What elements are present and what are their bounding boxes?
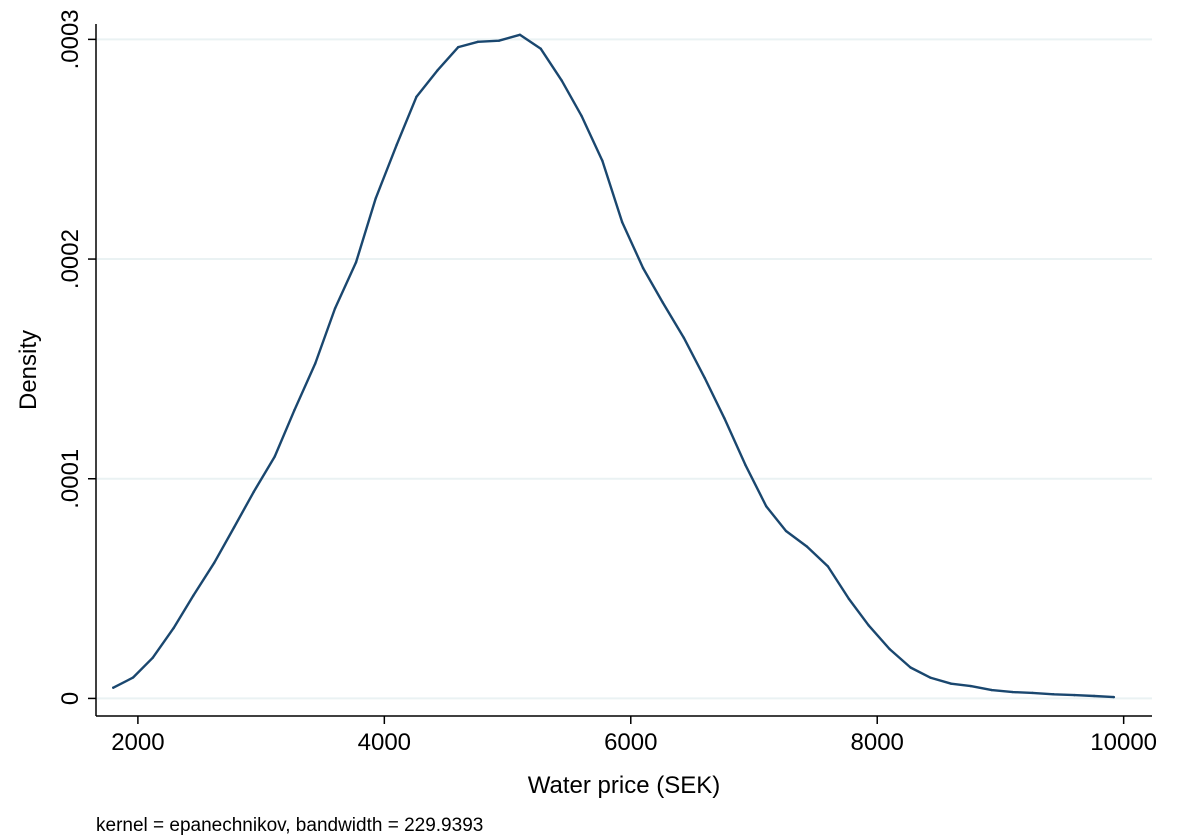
data-point: [601, 160, 603, 162]
data-point: [744, 464, 746, 466]
y-axis-title: Density: [15, 330, 42, 410]
data-point: [172, 627, 174, 629]
density-line: [113, 35, 1114, 697]
data-point: [1113, 696, 1115, 698]
data-point: [395, 144, 397, 146]
data-point: [334, 307, 336, 309]
data-point: [253, 491, 255, 493]
x-tick-label: 4000: [358, 729, 411, 756]
x-tick-label: 10000: [1090, 729, 1157, 756]
series-group: [112, 34, 1115, 699]
data-point: [827, 565, 829, 567]
data-point: [950, 683, 952, 685]
y-tick-label: .0001: [57, 449, 84, 509]
data-point: [498, 39, 500, 41]
data-point: [683, 337, 685, 339]
data-point: [929, 676, 931, 678]
data-point: [888, 648, 890, 650]
data-point: [909, 666, 911, 668]
data-point: [704, 377, 706, 379]
data-point: [1052, 693, 1054, 695]
x-tick-label: 8000: [851, 729, 904, 756]
data-point: [519, 34, 521, 36]
data-point: [765, 505, 767, 507]
data-point: [151, 657, 153, 659]
data-point: [785, 530, 787, 532]
grid-lines: [97, 39, 1152, 698]
data-point: [540, 48, 542, 50]
data-point: [806, 545, 808, 547]
x-tick-label: 2000: [111, 729, 164, 756]
data-point: [415, 96, 417, 98]
data-point: [192, 594, 194, 596]
y-tick-label: .0002: [57, 229, 84, 289]
data-point: [970, 685, 972, 687]
data-point: [1073, 694, 1075, 696]
y-ticks: 0 .0001 .0002 .0003: [57, 9, 96, 705]
data-point: [112, 686, 114, 688]
data-point: [293, 409, 295, 411]
data-point: [314, 362, 316, 364]
data-point: [867, 624, 869, 626]
data-point: [233, 526, 235, 528]
data-point: [436, 69, 438, 71]
data-point: [848, 598, 850, 600]
data-point: [561, 79, 563, 81]
data-point: [375, 197, 377, 199]
data-point: [477, 41, 479, 43]
data-point: [991, 689, 993, 691]
data-point: [1031, 692, 1033, 694]
x-tick-label: 6000: [604, 729, 657, 756]
data-point: [580, 115, 582, 117]
data-point: [1012, 691, 1014, 693]
data-point: [662, 301, 664, 303]
data-point: [457, 46, 459, 48]
data-point: [132, 676, 134, 678]
data-point: [642, 267, 644, 269]
data-point: [213, 561, 215, 563]
data-point: [723, 417, 725, 419]
y-tick-label: 0: [57, 692, 84, 705]
kernel-note: kernel = epanechnikov, bandwidth = 229.9…: [96, 815, 483, 836]
y-tick-label: .0003: [57, 9, 84, 69]
data-point: [621, 221, 623, 223]
data-point: [1093, 695, 1095, 697]
data-point: [355, 261, 357, 263]
x-axis-title: Water price (SEK): [528, 772, 720, 799]
x-ticks: 2000 4000 6000 8000 10000: [111, 716, 1157, 756]
data-point: [273, 455, 275, 457]
